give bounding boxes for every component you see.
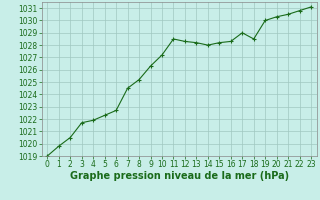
X-axis label: Graphe pression niveau de la mer (hPa): Graphe pression niveau de la mer (hPa) — [70, 171, 289, 181]
